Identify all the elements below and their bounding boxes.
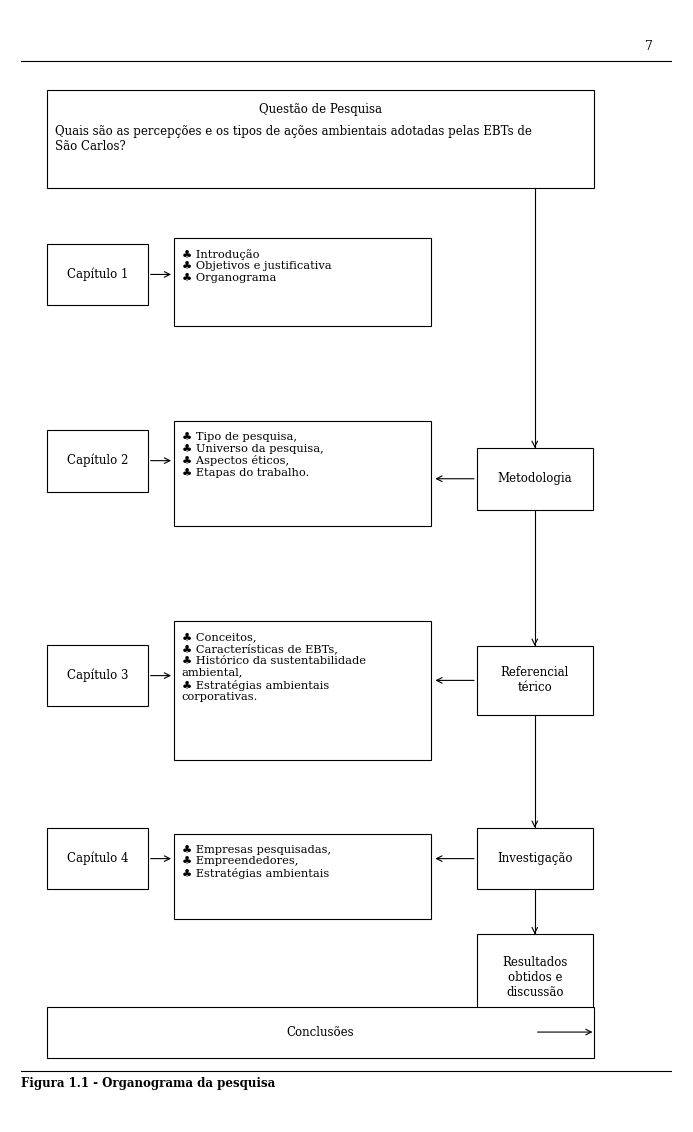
Text: Conclusões: Conclusões — [287, 1026, 354, 1038]
Text: Figura 1.1 - Organograma da pesquisa: Figura 1.1 - Organograma da pesquisa — [21, 1077, 275, 1090]
Text: ♣ Conceitos,
♣ Características de EBTs,
♣ Histórico da sustentabilidade
ambienta: ♣ Conceitos, ♣ Características de EBTs, … — [182, 632, 366, 702]
FancyBboxPatch shape — [477, 645, 593, 715]
FancyBboxPatch shape — [174, 834, 431, 919]
Text: 7: 7 — [644, 41, 653, 53]
FancyBboxPatch shape — [477, 827, 593, 890]
Text: Capítulo 1: Capítulo 1 — [67, 267, 128, 281]
FancyBboxPatch shape — [47, 243, 148, 306]
Text: Referencial
térico: Referencial térico — [500, 667, 569, 694]
FancyBboxPatch shape — [174, 421, 431, 525]
Text: Questão de Pesquisa: Questão de Pesquisa — [259, 103, 382, 115]
Text: ♣ Empresas pesquisadas,
♣ Empreendedores,
♣ Estratégias ambientais: ♣ Empresas pesquisadas, ♣ Empreendedores… — [182, 844, 331, 880]
Text: Quais são as percepções e os tipos de ações ambientais adotadas pelas EBTs de
Sã: Quais são as percepções e os tipos de aç… — [55, 126, 532, 154]
FancyBboxPatch shape — [47, 430, 148, 491]
FancyBboxPatch shape — [477, 934, 593, 1021]
Text: ♣ Introdução
♣ Objetivos e justificativa
♣ Organograma: ♣ Introdução ♣ Objetivos e justificativa… — [182, 249, 331, 283]
FancyBboxPatch shape — [174, 238, 431, 326]
Text: Capítulo 4: Capítulo 4 — [67, 852, 128, 865]
Text: Capítulo 2: Capítulo 2 — [67, 454, 128, 468]
FancyBboxPatch shape — [47, 827, 148, 890]
Text: ♣ Tipo de pesquisa,
♣ Universo da pesquisa,
♣ Aspectos éticos,
♣ Etapas do traba: ♣ Tipo de pesquisa, ♣ Universo da pesqui… — [182, 432, 324, 478]
FancyBboxPatch shape — [477, 448, 593, 509]
FancyBboxPatch shape — [47, 1006, 594, 1057]
Text: Capítulo 3: Capítulo 3 — [67, 669, 128, 683]
FancyBboxPatch shape — [47, 645, 148, 706]
Text: Investigação: Investigação — [497, 852, 572, 865]
FancyBboxPatch shape — [174, 621, 431, 760]
Text: Metodologia: Metodologia — [498, 472, 572, 486]
Text: Resultados
obtidos e
discussão: Resultados obtidos e discussão — [502, 957, 568, 1000]
FancyBboxPatch shape — [47, 91, 594, 188]
